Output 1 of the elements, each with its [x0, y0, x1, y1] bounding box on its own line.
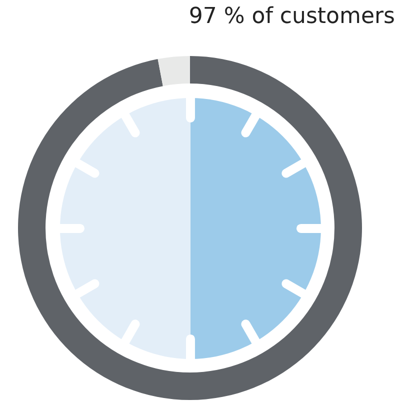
- text: 97 % of customers: [188, 4, 395, 29]
